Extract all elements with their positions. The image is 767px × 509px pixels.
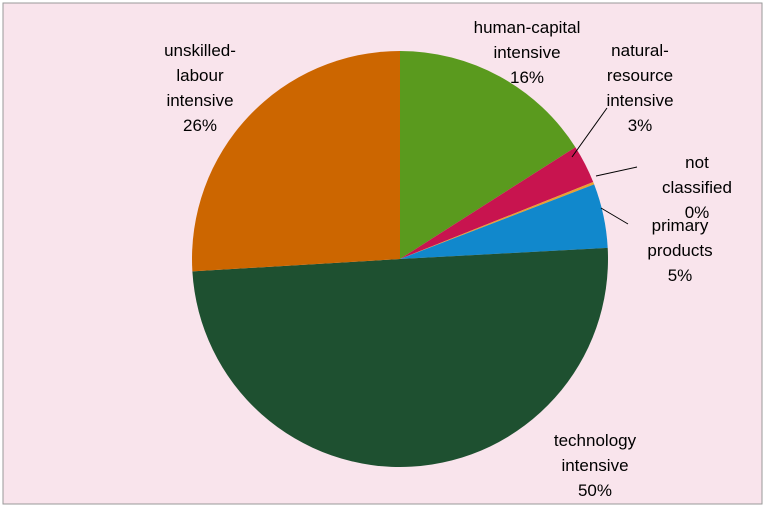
pie-slice	[400, 51, 576, 259]
slice-label: technology intensive 50%	[554, 428, 636, 503]
leader-line	[571, 107, 608, 158]
category-label: technology intensive	[553, 431, 637, 475]
slice-label: natural- resource intensive 3%	[606, 38, 673, 138]
pie-slice	[400, 181, 595, 259]
category-label: primary products	[647, 216, 713, 260]
value-label: 26%	[182, 116, 218, 135]
value-label: 50%	[577, 481, 613, 500]
leader-line	[600, 207, 629, 225]
value-label: 0%	[684, 203, 710, 222]
slice-label: human-capital intensive 16%	[474, 15, 581, 90]
value-label: 5%	[667, 266, 693, 285]
leader-line	[595, 166, 638, 177]
slice-label: not classified 0%	[662, 150, 732, 225]
pie-slice	[192, 51, 400, 272]
category-label: human-capital intensive	[473, 18, 581, 62]
slice-label: unskilled- labour intensive 26%	[164, 38, 236, 138]
pie-slice	[400, 184, 608, 259]
value-label: 16%	[509, 68, 545, 87]
category-label: unskilled- labour intensive	[164, 41, 236, 110]
category-label: natural- resource intensive	[606, 41, 674, 110]
value-label: 3%	[627, 116, 653, 135]
pie-slice	[192, 247, 608, 467]
pie-slice	[400, 147, 594, 259]
category-label: not classified	[662, 153, 732, 197]
slice-label: primary products 5%	[647, 213, 712, 288]
